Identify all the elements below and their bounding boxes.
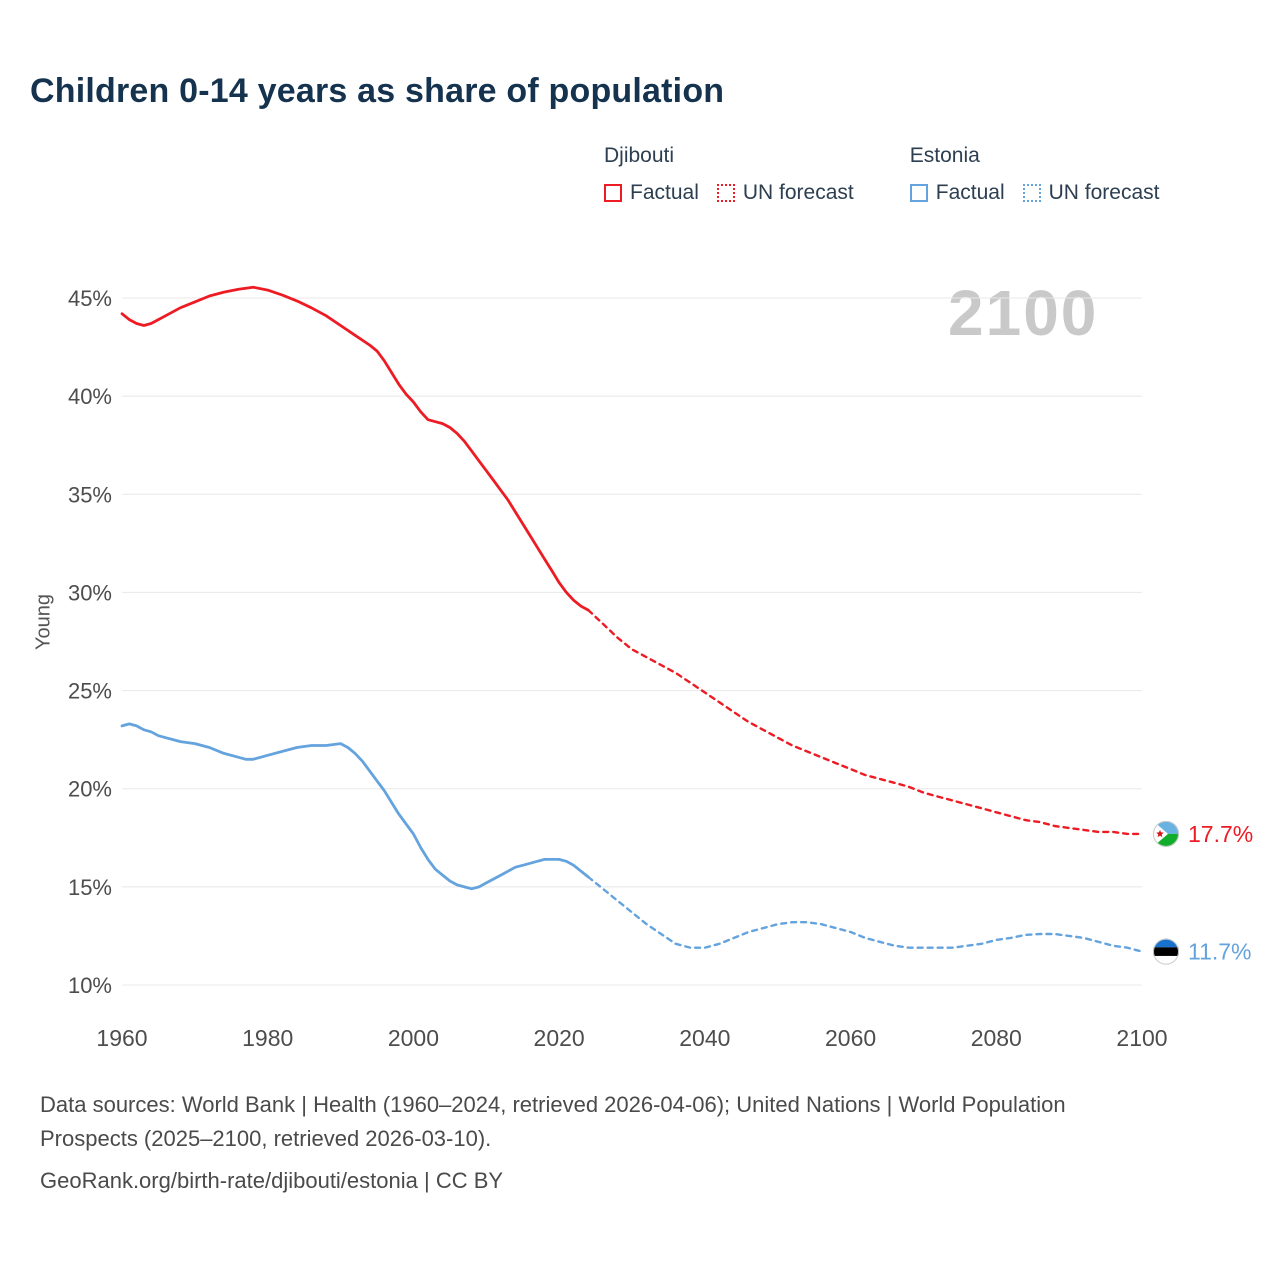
legend-country-estonia: Estonia	[909, 144, 980, 167]
x-tick-label: 2080	[971, 1025, 1022, 1051]
legend-swatch-djibouti-factual	[604, 184, 622, 202]
x-tick-label: 2000	[388, 1025, 439, 1051]
y-tick-label: 40%	[68, 384, 112, 409]
legend-group-estonia: Estonia Factual UN forecast	[909, 144, 1160, 205]
legend-country-djibouti: Djibouti	[604, 144, 675, 167]
legend-item-estonia-factual[interactable]: Factual	[909, 181, 1005, 205]
series-djibouti-forecast	[587, 608, 1144, 836]
end-value-label-djibouti: 17.7%	[1188, 821, 1253, 847]
page-title: Children 0-14 years as share of populati…	[30, 72, 725, 110]
chart-footer: Data sources: World Bank | Health (1960–…	[40, 1088, 1136, 1198]
series-djibouti-factual	[120, 285, 590, 612]
legend-label-djibouti-factual: Factual	[630, 181, 699, 204]
y-tick-label: 15%	[68, 875, 112, 900]
legend-item-djibouti-factual[interactable]: Factual	[604, 181, 699, 205]
y-tick-label: 20%	[68, 777, 112, 802]
y-tick-label: 30%	[68, 580, 112, 605]
legend-label-estonia-forecast: UN forecast	[1048, 181, 1160, 204]
y-tick-label: 35%	[68, 482, 112, 507]
x-tick-label: 2100	[1116, 1025, 1167, 1051]
legend-group-djibouti: Djibouti Factual UN forecast	[604, 144, 854, 205]
data-sources-text: Data sources: World Bank | Health (1960–…	[40, 1092, 1066, 1151]
legend-items-estonia: Factual UN forecast	[909, 181, 1160, 205]
x-tick-label: 2020	[534, 1025, 585, 1051]
end-value-label-estonia: 11.7%	[1188, 939, 1252, 965]
series-estonia-factual	[120, 722, 590, 891]
chart-legend: Djibouti Factual UN forecast Estonia Fac…	[604, 144, 1160, 205]
legend-label-djibouti-forecast: UN forecast	[742, 181, 854, 204]
x-tick-label: 2060	[825, 1025, 876, 1051]
legend-item-estonia-forecast[interactable]: UN forecast	[1022, 181, 1160, 205]
x-tick-label: 1980	[242, 1025, 293, 1051]
y-tick-label: 10%	[68, 973, 112, 998]
legend-item-djibouti-forecast[interactable]: UN forecast	[716, 181, 854, 205]
legend-items-djibouti: Factual UN forecast	[604, 181, 854, 205]
x-tick-label: 2040	[679, 1025, 730, 1051]
watermark-year: 2100	[948, 277, 1099, 349]
y-tick-label: 45%	[68, 286, 112, 311]
legend-swatch-estonia-forecast	[1022, 184, 1041, 202]
attribution-text: GeoRank.org/birth-rate/djibouti/estonia …	[40, 1168, 504, 1193]
legend-swatch-estonia-factual	[909, 184, 928, 202]
x-tick-label: 1960	[96, 1025, 147, 1051]
djibouti-flag-icon	[1153, 820, 1179, 847]
series-estonia-forecast	[587, 875, 1144, 953]
legend-label-estonia-factual: Factual	[935, 181, 1005, 204]
legend-swatch-djibouti-forecast	[716, 184, 735, 202]
estonia-flag-icon	[1153, 938, 1179, 965]
y-tick-label: 25%	[68, 679, 112, 704]
